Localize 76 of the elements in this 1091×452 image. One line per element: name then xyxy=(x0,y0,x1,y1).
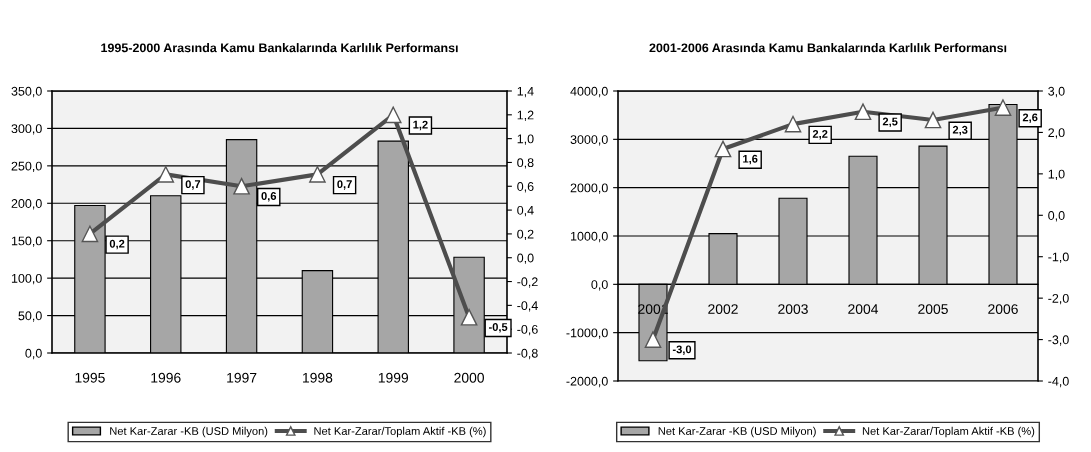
y2-tick-label: 0,8 xyxy=(517,158,534,169)
x-tick-label: 1996 xyxy=(151,372,181,383)
x-tick-label: 2002 xyxy=(708,304,738,314)
y-tick-label: 0,0 xyxy=(25,348,42,360)
point xyxy=(644,331,662,348)
y-tick-label: 300,0 xyxy=(11,124,42,135)
point xyxy=(460,308,478,326)
y2-tick-label: -0,4 xyxy=(517,301,538,312)
y-tick-label: 4000,0 xyxy=(570,86,608,98)
y-tick-label: 2000,0 xyxy=(570,183,608,194)
y-tick-label: 250,0 xyxy=(11,161,42,172)
y2-tick-label: 3,0 xyxy=(1048,86,1065,98)
point xyxy=(309,166,326,183)
point xyxy=(81,225,99,243)
y2-tick-label: 1,0 xyxy=(1048,169,1065,180)
data-label: 2,5 xyxy=(882,117,898,128)
x-tick-label: 2004 xyxy=(848,304,879,314)
y-tick-label: 100,0 xyxy=(11,273,42,285)
point xyxy=(233,177,250,195)
y2-tick-label: -4,0 xyxy=(1048,376,1069,388)
point xyxy=(714,140,732,158)
y-tick-label: 50,0 xyxy=(18,311,42,322)
y2-tick-label: -0,8 xyxy=(517,348,538,360)
x-tick-label: 2005 xyxy=(918,304,948,314)
y2-tick-label: 2,0 xyxy=(1048,128,1065,139)
data-label: 1,2 xyxy=(413,120,428,131)
data-label: 0,7 xyxy=(337,180,352,190)
chart-title: 1995-2000 Arasında Kamu Bankalarında Karlılık Performansı xyxy=(101,43,458,53)
x-tick-label: 1997 xyxy=(227,372,257,383)
y2-tick-label: 1,4 xyxy=(517,86,534,98)
y2-tick-label: 0,2 xyxy=(517,229,534,241)
point xyxy=(157,166,175,183)
x-tick-label: 2000 xyxy=(454,372,484,383)
y-tick-label: -2000,0 xyxy=(566,376,608,388)
y-tick-label: -1000,0 xyxy=(566,328,608,339)
x-tick-label: 2003 xyxy=(778,304,808,314)
chart-title: 2001-2006 Arasında Kamu Bankalarında Karlılık Performansı xyxy=(649,43,1007,53)
data-label: -0,5 xyxy=(488,323,508,333)
y-tick-label: 150,0 xyxy=(11,236,42,247)
y-tick-label: 350,0 xyxy=(11,86,42,98)
legend-label: Net Kar-Zarar -KB (USD Milyon) xyxy=(110,426,268,438)
y2-tick-label: 0,4 xyxy=(517,205,534,217)
point xyxy=(854,103,872,121)
y2-tick-label: 0,0 xyxy=(1048,211,1065,222)
y2-tick-label: 0,0 xyxy=(517,253,534,264)
y2-tick-label: -3,0 xyxy=(1048,335,1069,346)
point xyxy=(994,99,1012,116)
data-label: -3,0 xyxy=(672,345,692,355)
data-label: 0,7 xyxy=(185,180,201,190)
x-tick-label: 1995 xyxy=(75,372,105,383)
data-label: 0,6 xyxy=(261,192,277,202)
data-label: 0,2 xyxy=(109,239,125,250)
y2-tick-label: -1,0 xyxy=(1048,252,1069,263)
data-label: 2,3 xyxy=(952,125,968,136)
point xyxy=(924,111,942,129)
y-tick-label: 3000,0 xyxy=(570,135,608,146)
x-tick-label: 1999 xyxy=(378,372,409,383)
y2-tick-label: 1,0 xyxy=(517,134,534,145)
point xyxy=(384,106,402,124)
y2-tick-label: 1,2 xyxy=(517,110,534,121)
y-tick-label: 0,0 xyxy=(591,280,608,291)
y2-tick-label: 0,6 xyxy=(517,182,534,193)
legend-label: Net Kar-Zarar -KB (USD Milyon) xyxy=(658,426,816,438)
y2-tick-label: -2,0 xyxy=(1048,293,1069,305)
point xyxy=(784,115,802,133)
y2-tick-label: -0,6 xyxy=(517,324,538,336)
data-label: 2,6 xyxy=(1022,113,1038,123)
data-label: 2,2 xyxy=(812,129,828,140)
legend-label: Net Kar-Zarar/Toplam Aktif -KB (%) xyxy=(314,426,486,438)
legend-label: Net Kar-Zarar/Toplam Aktif -KB (%) xyxy=(862,426,1035,438)
data-label: 1,6 xyxy=(743,154,758,165)
y-tick-label: 1000,0 xyxy=(571,231,608,243)
y2-tick-label: -0,2 xyxy=(517,277,538,288)
x-tick-label: 2006 xyxy=(988,304,1018,314)
x-tick-label: 1998 xyxy=(303,372,333,383)
y-tick-label: 200,0 xyxy=(11,199,42,210)
